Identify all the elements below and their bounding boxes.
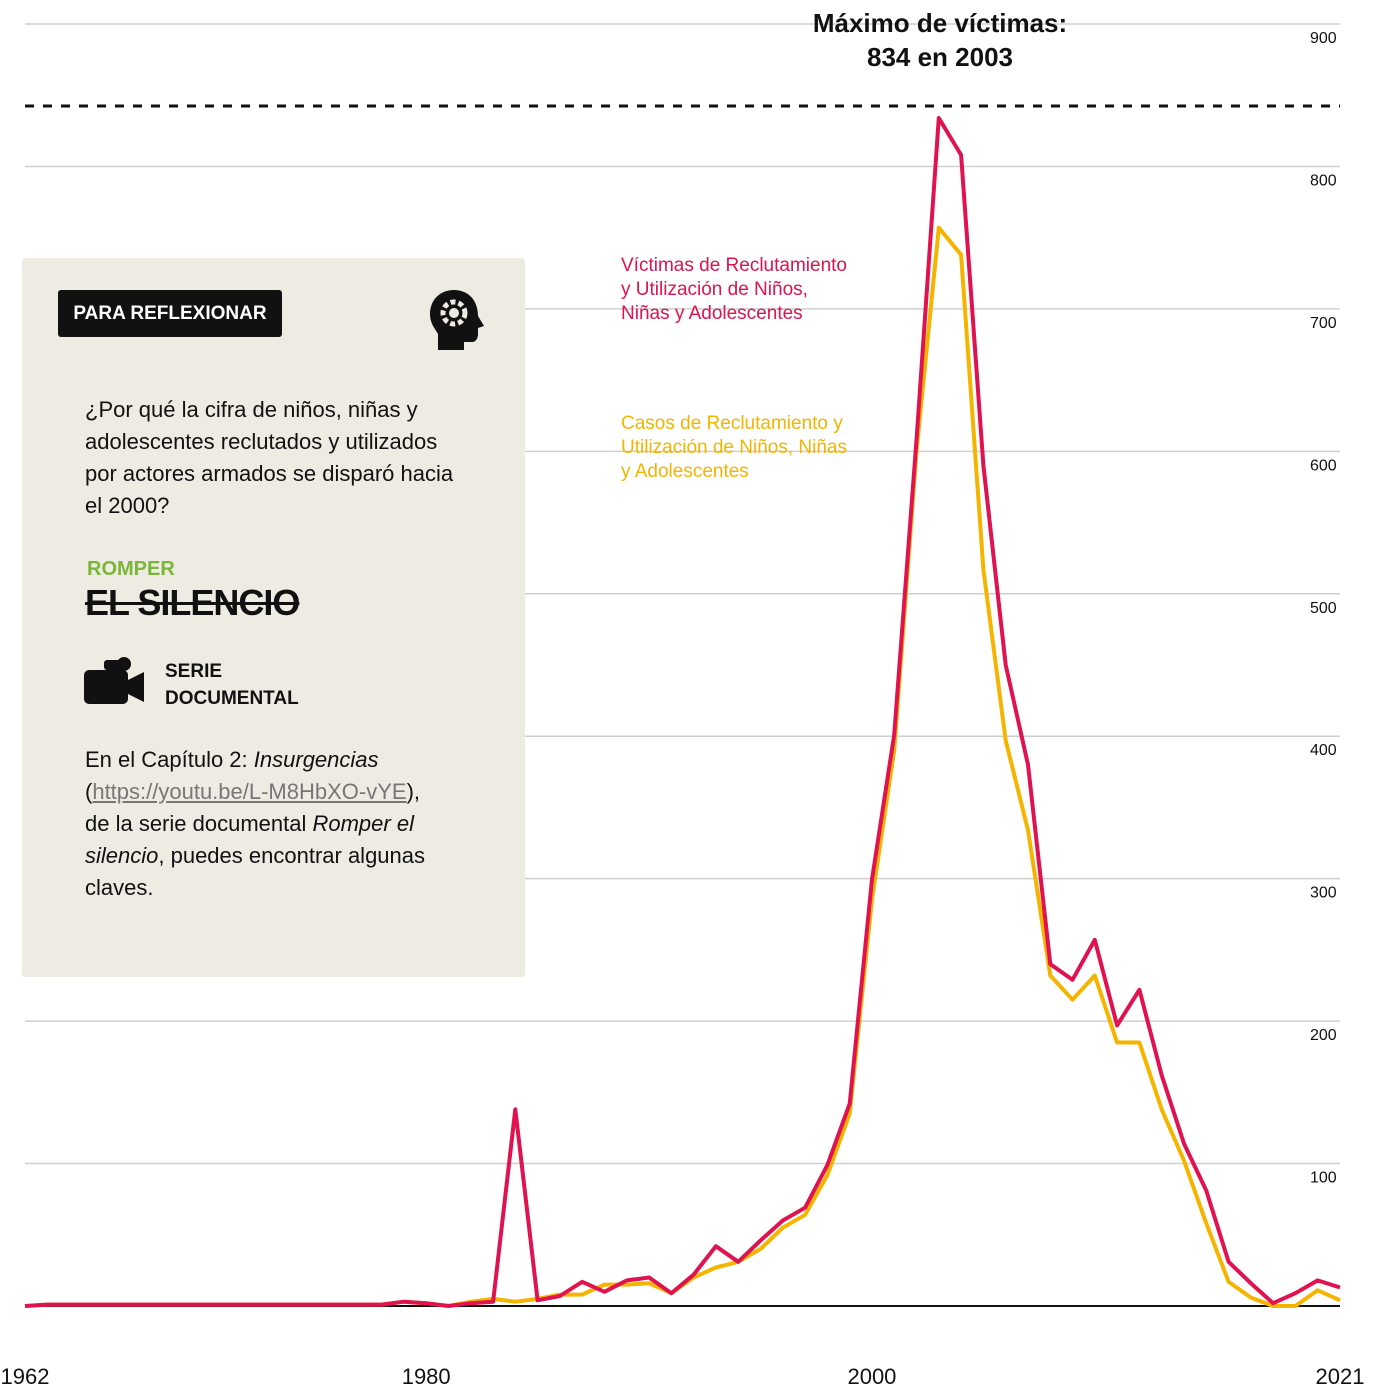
body-segment: Romper el silencio (85, 811, 414, 868)
logo-top: ROMPER (87, 558, 175, 580)
x-tick-label: 2021 (1316, 1364, 1365, 1389)
logo-bottom: EL SILENCIO (85, 582, 300, 623)
body-segment: Insurgencias (253, 747, 379, 772)
y-tick-label: 600 (1310, 457, 1337, 474)
y-tick-label: 200 (1310, 1027, 1337, 1044)
reflection-card: PARA REFLEXIONAR ¿Por qué la cifra de ni… (22, 258, 525, 977)
peak-annotation: Máximo de víctimas: 834 en 2003 (812, 8, 1068, 72)
series-line (24, 116, 1341, 1308)
head-icon (430, 290, 484, 350)
y-tick-label: 800 (1310, 172, 1337, 189)
y-tick-label: 500 (1310, 600, 1337, 617)
y-tick-label: 700 (1310, 315, 1337, 332)
badge: PARA REFLEXIONAR (58, 290, 282, 337)
body-segment: , puedes encontrar algunas claves. (85, 843, 426, 900)
x-tick-label: 1980 (402, 1364, 451, 1389)
body-segment: ), de la serie documental (85, 779, 421, 836)
x-tick-label: 1962 (1, 1364, 50, 1389)
body-segment: ( (85, 779, 93, 804)
y-tick-label: 900 (1310, 30, 1337, 47)
x-tick-label: 2000 (847, 1364, 896, 1389)
y-tick-label: 400 (1310, 742, 1337, 759)
y-tick-label: 100 (1310, 1170, 1337, 1187)
body-text: En el Capítulo 2: Insurgencias (https://… (85, 744, 435, 904)
question: ¿Por qué la cifra de niños, niñas y adol… (85, 397, 454, 518)
series-label: Casos de Reclutamiento y Utilización de … (621, 413, 847, 482)
series-label: Víctimas de Reclutamiento y Utilización … (621, 255, 847, 324)
link[interactable]: https://youtu.be/L-M8HbXO-vYE (92, 779, 407, 804)
y-tick-label: 300 (1310, 885, 1337, 902)
body-segment: En el Capítulo 2: (85, 747, 254, 772)
camera-icon (84, 657, 144, 704)
serie-label: SERIE DOCUMENTAL (165, 661, 299, 709)
